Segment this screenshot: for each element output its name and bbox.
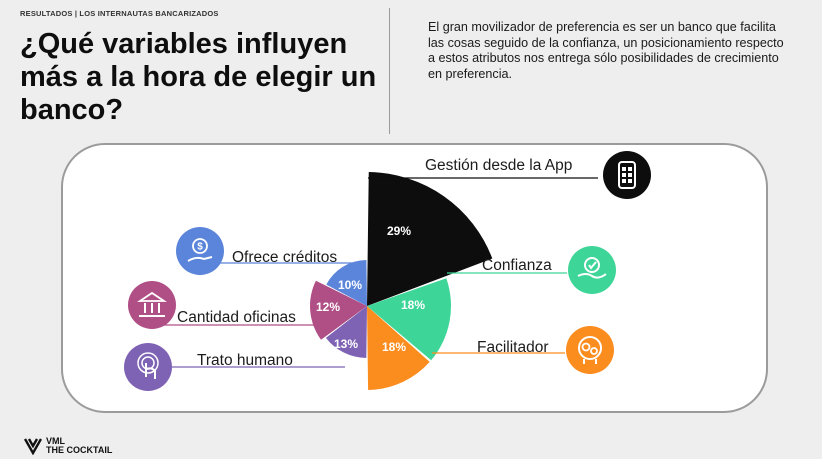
svg-text:$: $ [197,242,203,253]
smartphone-app-icon [603,151,651,199]
chart-leader-lines [148,177,598,368]
chart-icons: $ [124,151,651,391]
chart-category-labels: Gestión desde la App Confianza Facilitador… [177,157,572,369]
value-label-app: 29% [387,224,411,238]
value-label-creditos: 10% [338,278,362,292]
slice-app [367,172,493,306]
brand-logo: VML THE COCKTAIL [24,434,112,458]
summary-text: El gran movilizador de preferencia es se… [428,20,784,81]
slice-facilitador [367,306,430,390]
page-title: ¿Qué variables influyen más a la hora de… [20,28,377,126]
money-credit-icon: $ [176,227,224,275]
value-label-confianza: 18% [401,298,425,312]
category-label-facilitador: Facilitador [477,339,549,356]
brand-mark-icon [24,438,42,455]
category-label-confianza: Confianza [482,257,552,274]
header-divider [389,8,390,134]
value-label-oficinas: 12% [316,300,340,314]
category-label-oficinas: Cantidad oficinas [177,309,296,326]
breadcrumb: RESULTADOS | LOS INTERNAUTAS BANCARIZADO… [20,9,219,18]
slice-creditos [326,260,367,306]
value-label-facilitador: 18% [382,340,406,354]
touch-hand-icon [124,343,172,391]
brand-line-1: VML [46,436,65,446]
chart-value-labels: 29% 18% 18% 13% 12% 10% [316,224,425,354]
trust-handshake-icon [568,246,616,294]
chart-slices [310,172,493,390]
slice-confianza [367,278,451,361]
slice-trato [325,306,367,358]
gears-head-icon [566,326,614,374]
category-label-creditos: Ofrece créditos [232,249,337,266]
bank-building-icon [128,281,176,329]
slice-oficinas [310,280,367,340]
category-label-trato: Trato humano [197,352,293,369]
category-label-app: Gestión desde la App [425,157,572,174]
brand-line-2: THE COCKTAIL [46,445,113,455]
value-label-trato: 13% [334,337,358,351]
